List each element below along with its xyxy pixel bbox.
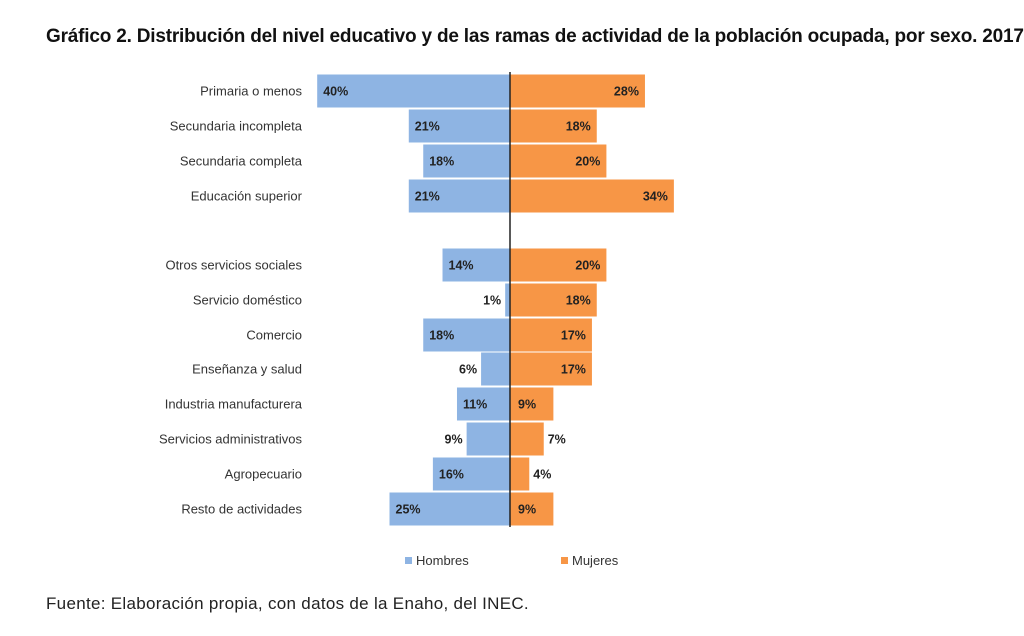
category-label: Servicio doméstico [193, 293, 302, 308]
bar-mujeres [510, 144, 607, 178]
value-label-hombres: 6% [459, 363, 477, 377]
category-label: Industria manufacturera [165, 397, 303, 412]
category-labels: Primaria o menos Secundaria incompleta Sec… [159, 84, 303, 517]
value-label-mujeres: 20% [575, 155, 600, 169]
legend-label: Hombres [416, 553, 469, 568]
value-label-mujeres: 17% [561, 329, 586, 343]
bar-hombres [423, 144, 510, 178]
category-label: Servicios administrativos [159, 432, 303, 447]
value-label-hombres: 18% [429, 155, 454, 169]
category-label: Primaria o menos [200, 84, 302, 99]
bar-hombres [432, 457, 510, 491]
value-label-mujeres: 28% [614, 85, 639, 99]
bar-hombres [481, 352, 510, 386]
bar-hombres [456, 387, 510, 421]
value-label-hombres: 16% [439, 468, 464, 482]
legend: Hombres Mujeres [405, 553, 619, 568]
category-label: Secundaria incompleta [170, 119, 303, 134]
bar-hombres [389, 492, 510, 526]
bar-hombres [317, 74, 510, 108]
value-label-hombres: 21% [415, 190, 440, 204]
value-label-hombres: 11% [463, 398, 487, 412]
value-label-hombres: 21% [415, 120, 440, 134]
value-label-mujeres: 9% [518, 398, 536, 412]
bar-hombres [442, 248, 510, 282]
value-label-mujeres: 20% [575, 259, 600, 273]
category-label: Educación superior [191, 189, 303, 204]
value-label-mujeres: 18% [566, 294, 591, 308]
bar-hombres [408, 179, 510, 213]
value-label-hombres: 9% [445, 433, 463, 447]
value-label-mujeres: 4% [533, 468, 551, 482]
bar-hombres [466, 422, 510, 456]
bar-mujeres [510, 457, 530, 491]
value-label-hombres: 18% [429, 329, 454, 343]
bar-hombres [505, 283, 510, 317]
value-label-hombres: 25% [396, 503, 421, 517]
value-label-hombres: 40% [323, 85, 348, 99]
bar-mujeres [510, 352, 592, 386]
bar-mujeres [510, 248, 607, 282]
bar-mujeres [510, 109, 597, 143]
bar-mujeres [510, 74, 645, 108]
bar-mujeres [510, 387, 554, 421]
value-label-mujeres: 18% [566, 120, 591, 134]
legend-swatch [561, 557, 568, 564]
bar-mujeres [510, 318, 592, 352]
category-label: Agropecuario [225, 467, 302, 482]
diverging-bar-chart: 40% 28% 21% 18% 18% 20% 21% 34% 14% 20% 1% 18% 18% 17… [159, 72, 674, 568]
legend-label: Mujeres [572, 553, 619, 568]
category-label: Otros servicios sociales [165, 258, 302, 273]
bar-mujeres [510, 422, 544, 456]
bar-hombres [423, 318, 510, 352]
bar-mujeres [510, 283, 597, 317]
category-label: Resto de actividades [181, 502, 302, 517]
value-label-hombres: 14% [449, 259, 474, 273]
value-label-mujeres: 17% [561, 363, 586, 377]
category-label: Enseñanza y salud [192, 362, 302, 377]
bars-layer: 40% 28% 21% 18% 18% 20% 21% 34% 14% 20% 1% 18% 18% 17… [317, 74, 674, 526]
category-label: Comercio [246, 328, 302, 343]
legend-swatch [405, 557, 412, 564]
bar-mujeres [510, 179, 674, 213]
bar-hombres [408, 109, 510, 143]
value-label-mujeres: 7% [548, 433, 566, 447]
value-label-mujeres: 34% [643, 190, 668, 204]
bar-mujeres [510, 492, 554, 526]
value-label-hombres: 1% [483, 294, 501, 308]
source-note: Fuente: Elaboración propia, con datos de… [46, 594, 529, 613]
category-label: Secundaria completa [180, 154, 303, 169]
value-label-mujeres: 9% [518, 503, 536, 517]
chart-title: Gráfico 2. Distribución del nivel educat… [46, 26, 1024, 47]
